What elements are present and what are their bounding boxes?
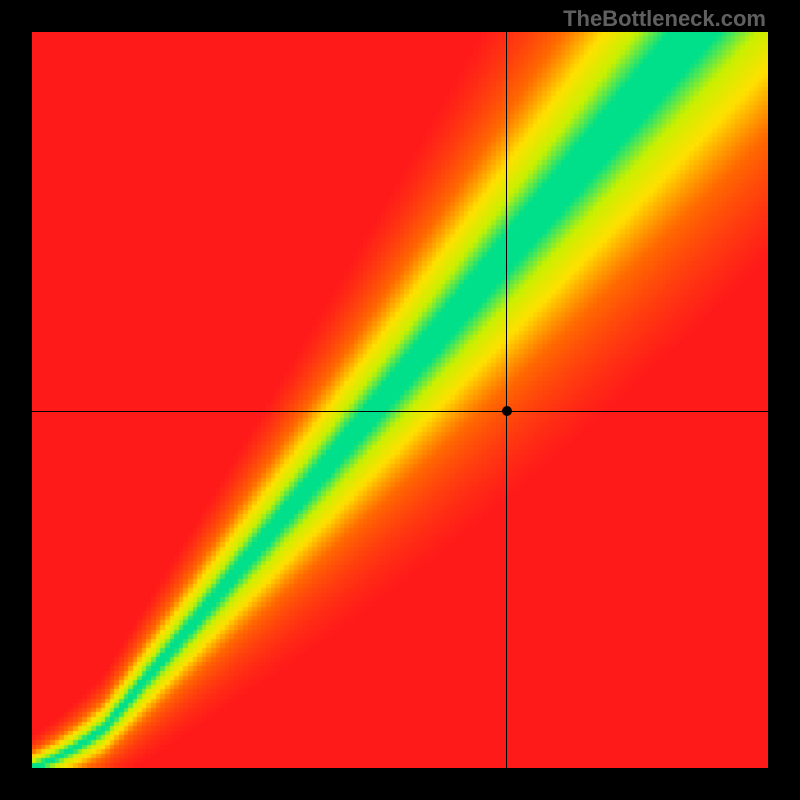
heatmap-canvas [32,32,768,768]
watermark-text: TheBottleneck.com [563,6,766,32]
crosshair-vertical [506,32,507,768]
crosshair-horizontal [32,411,768,412]
crosshair-marker[interactable] [502,406,512,416]
